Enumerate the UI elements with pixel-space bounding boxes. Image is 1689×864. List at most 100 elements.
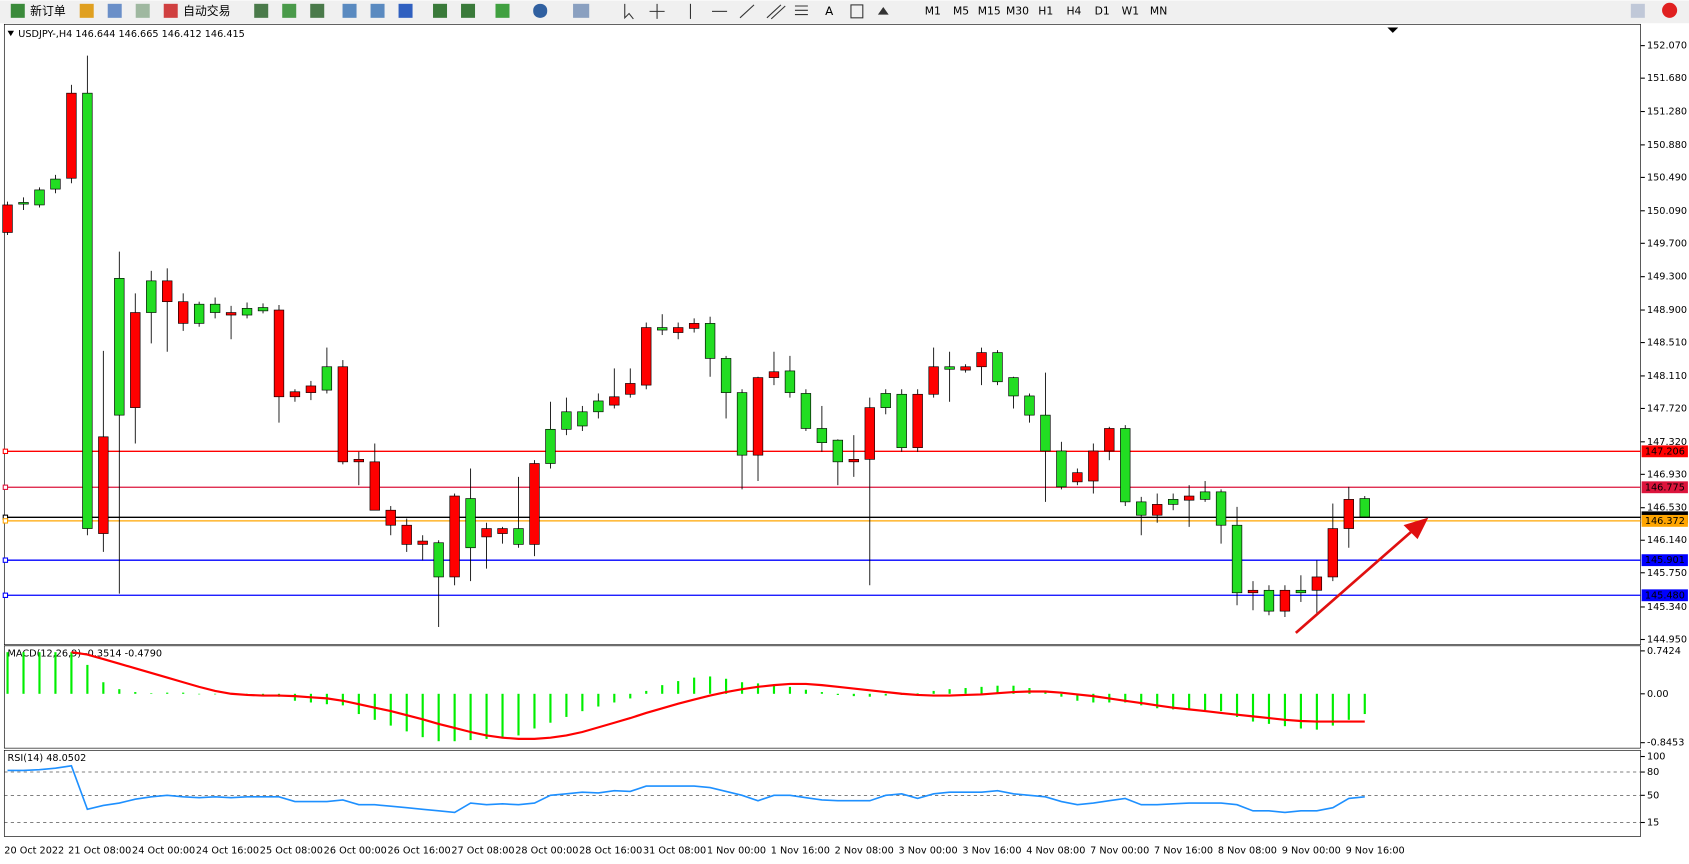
candle-body xyxy=(832,439,844,463)
x-tick-label: 26 Oct 16:00 xyxy=(388,845,451,856)
label-tool[interactable] xyxy=(850,4,864,19)
candle-body xyxy=(1199,491,1211,500)
tool-icon[interactable] xyxy=(282,3,297,18)
macd-bar xyxy=(166,692,169,694)
timeframe[interactable]: MN xyxy=(1150,4,1167,17)
y-tick-label: 151.680 xyxy=(1647,73,1687,84)
macd-bar xyxy=(1283,693,1287,727)
macd-bar xyxy=(1363,693,1366,715)
candle-body xyxy=(401,524,412,545)
timeframe[interactable]: M30 xyxy=(1006,4,1029,17)
level-handle xyxy=(2,484,9,490)
tile[interactable] xyxy=(398,3,413,18)
new-order[interactable]: 新订单 xyxy=(30,4,66,18)
candle-body xyxy=(864,407,875,460)
crosshair[interactable] xyxy=(649,3,665,19)
cursor[interactable] xyxy=(624,3,634,20)
timeframe[interactable]: D1 xyxy=(1095,4,1110,17)
macd-bar xyxy=(852,693,855,697)
candle-body xyxy=(353,459,364,463)
macd-bar xyxy=(1172,693,1175,710)
timeframe[interactable]: H4 xyxy=(1066,4,1081,17)
y-tick-label: 148.510 xyxy=(1647,338,1687,349)
y-tick-label: -0.8453 xyxy=(1647,738,1684,749)
macd-bar xyxy=(804,689,807,694)
macd-bar xyxy=(38,652,41,694)
macd-bar xyxy=(453,693,456,742)
level-label: 145.901 xyxy=(1645,555,1685,566)
arrows[interactable] xyxy=(877,7,889,15)
main-panel xyxy=(3,23,1641,646)
fibonacci[interactable] xyxy=(794,5,808,16)
macd-bar xyxy=(772,685,776,694)
candle-body xyxy=(896,393,907,448)
macd-bar xyxy=(884,693,887,696)
tool-icon[interactable] xyxy=(107,3,122,18)
candle-body xyxy=(1183,495,1195,501)
channel[interactable] xyxy=(766,4,786,20)
macd-bar xyxy=(613,693,616,703)
candle-body xyxy=(736,392,748,456)
x-tick-label: 21 Oct 08:00 xyxy=(68,845,131,856)
tool-icon[interactable] xyxy=(254,3,269,18)
timeframe[interactable]: W1 xyxy=(1122,4,1140,17)
plot: 152.070151.680151.280150.880150.490150.0… xyxy=(2,41,1688,856)
macd-bar xyxy=(709,676,712,694)
tool-icon[interactable] xyxy=(79,3,94,18)
auto-trading[interactable]: 自动交易 xyxy=(183,4,230,18)
notifications[interactable] xyxy=(1662,2,1678,18)
candle-body xyxy=(34,189,45,206)
search[interactable] xyxy=(1630,3,1645,18)
y-tick-label: 152.070 xyxy=(1647,41,1687,52)
candle-body xyxy=(385,509,396,526)
candle-body xyxy=(241,308,253,316)
candle-body xyxy=(609,396,620,406)
macd-bar xyxy=(549,693,552,723)
tool-icon[interactable] xyxy=(433,3,448,18)
text-tool[interactable]: A xyxy=(825,4,833,18)
timeframe[interactable]: H1 xyxy=(1038,4,1053,17)
arrow-line xyxy=(1294,525,1419,634)
macd-bar xyxy=(724,678,728,694)
timeframe[interactable]: M15 xyxy=(978,4,1001,17)
macd-bar xyxy=(6,652,9,694)
macd-bar xyxy=(677,681,680,694)
macd-bar xyxy=(836,693,839,695)
tool-icon[interactable] xyxy=(310,3,325,18)
indicators[interactable] xyxy=(495,3,510,18)
candle-body xyxy=(848,459,859,463)
timeframe[interactable]: M5 xyxy=(953,4,969,17)
candle-body xyxy=(1024,395,1035,416)
macd-bar xyxy=(964,688,967,694)
x-tick-label: 3 Nov 00:00 xyxy=(898,845,957,856)
tool-icon[interactable] xyxy=(461,3,476,18)
symbol-menu[interactable] xyxy=(7,30,15,37)
macd-bar xyxy=(22,652,25,694)
macd-bar xyxy=(102,682,105,694)
x-tick-label: 20 Oct 2022 xyxy=(4,845,64,856)
x-tick-label: 7 Nov 00:00 xyxy=(1090,845,1149,856)
zoom-in[interactable] xyxy=(342,3,357,18)
x-tick-label: 24 Oct 16:00 xyxy=(196,845,259,856)
x-tick-label: 1 Nov 00:00 xyxy=(707,845,766,856)
y-tick-label: 0.7424 xyxy=(1647,646,1681,657)
zoom-out[interactable] xyxy=(370,3,385,18)
y-tick-label: 149.300 xyxy=(1647,272,1687,283)
auto-trading-icon[interactable] xyxy=(163,3,178,18)
new-order-icon[interactable] xyxy=(10,3,25,18)
macd-bar xyxy=(421,693,424,738)
toolbar xyxy=(0,0,1689,24)
macd-bar xyxy=(693,677,696,694)
trend-line[interactable] xyxy=(739,4,755,19)
x-tick-label: 26 Oct 00:00 xyxy=(324,845,387,856)
level-label: 145.480 xyxy=(1645,590,1685,601)
candle-body xyxy=(1279,589,1291,612)
macd-bar xyxy=(533,693,536,729)
macd-bar xyxy=(86,664,89,694)
timeframe[interactable]: M1 xyxy=(925,4,941,17)
candle-body xyxy=(321,366,333,391)
candle-body xyxy=(1343,499,1354,529)
tool-icon[interactable] xyxy=(135,3,150,18)
periods[interactable] xyxy=(533,3,548,18)
templates[interactable] xyxy=(573,3,590,18)
